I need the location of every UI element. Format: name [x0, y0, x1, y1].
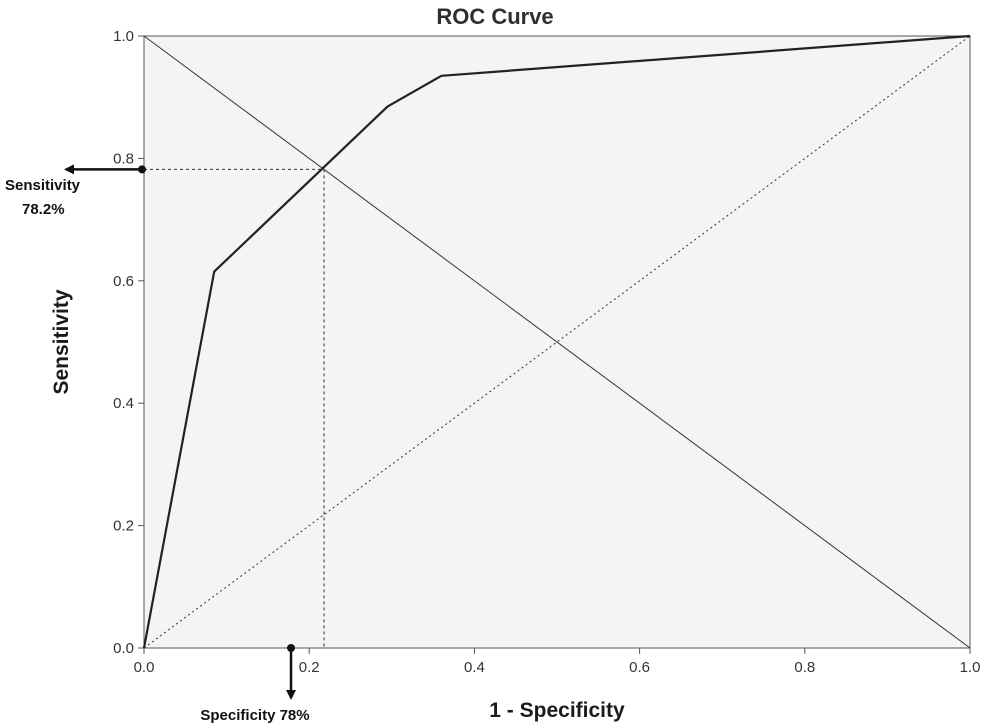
y-tick-label: 1.0	[113, 28, 134, 45]
x-axis-label: 1 - Specificity	[489, 699, 625, 722]
y-tick-label: 0.4	[113, 395, 134, 412]
sensitivity-annotation-label: Sensitivity	[5, 177, 81, 194]
chart-title: ROC Curve	[436, 4, 553, 29]
y-axis-label: Sensitivity	[50, 289, 73, 394]
y-tick-label: 0.6	[113, 273, 134, 290]
specificity-dot	[287, 644, 296, 652]
x-tick-label: 0.2	[299, 659, 320, 676]
x-tick-label: 1.0	[960, 659, 981, 676]
reference-anti-diagonal-line	[143, 35, 971, 649]
specificity-annotation-label: Specificity 78%	[200, 707, 309, 724]
sensitivity-annotation-value: 78.2%	[22, 201, 65, 218]
x-axis: 0.0 0.2 0.4 0.6 0.8 1.0	[134, 648, 981, 676]
x-tick-label: 0.8	[794, 659, 815, 676]
y-tick-label: 0.8	[113, 150, 134, 167]
y-tick-label: 0.2	[113, 518, 134, 535]
x-tick-label: 0.4	[464, 659, 485, 676]
y-tick-label: 0.0	[113, 640, 134, 657]
reference-diagonal-line	[143, 35, 971, 649]
x-tick-label: 0.6	[629, 659, 650, 676]
sensitivity-dot	[138, 165, 146, 174]
roc-curve-line	[142, 34, 971, 649]
x-tick-label: 0.0	[134, 659, 155, 676]
y-axis: 0.0 0.2 0.4 0.6 0.8 1.0	[113, 28, 144, 657]
